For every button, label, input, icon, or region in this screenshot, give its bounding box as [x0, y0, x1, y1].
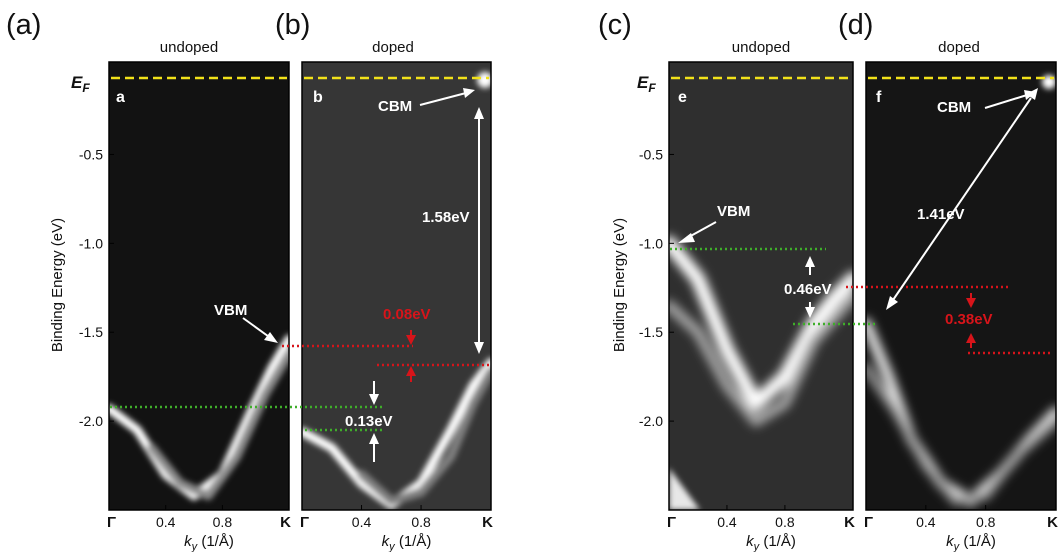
arrow-cbm-b [419, 92, 467, 106]
panel-a-x-tick-label-2: 0.8 [213, 514, 233, 530]
panel-c-x-tick-label-0: Γ [667, 514, 676, 531]
panel-c-bands [669, 236, 853, 427]
panel-a-background [109, 62, 289, 510]
ef-label-right: EF [637, 73, 656, 95]
panel-d-x-tick-label-0: Γ [864, 514, 873, 531]
arrow-vbm-a-head [264, 332, 278, 343]
panel-c-band-2 [669, 291, 853, 427]
panel-a [108, 61, 290, 511]
panel-d-inset-letter: f [876, 89, 882, 106]
panel-b-inset-letter: b [313, 89, 323, 106]
arrow-008-bottom-head [406, 366, 416, 376]
panel-c-x-tick-label-2: 0.8 [775, 514, 795, 530]
panel-a-x-tick-label-3: K [280, 514, 291, 531]
panel-c-y-tick-label-1: -1.0 [639, 235, 663, 251]
panel-a-x-tick-label-1: 0.4 [156, 514, 176, 530]
panel-a-y-tick-label-3: -2.0 [79, 413, 103, 429]
y-axis-label-right: Binding Energy (eV) [611, 218, 628, 352]
panel-d-x-tick-label-3: K [1047, 514, 1058, 531]
annotation-cbm-b: CBM [378, 98, 412, 115]
panel-a-y-tick-label-0: -0.5 [79, 146, 103, 162]
panel-b-x-axis-label: ky (1/Å) [382, 533, 432, 552]
panel-b-x-tick-label-3: K [482, 514, 493, 531]
arrow-141-head-top [1026, 88, 1038, 100]
panel-c-x-tick-label-3: K [844, 514, 855, 531]
panel-b-x-tick-label-1: 0.4 [352, 514, 372, 530]
arrow-046-bottom-head [805, 307, 815, 318]
arrow-158-head-top [474, 107, 484, 119]
panel-c-band-1 [669, 236, 853, 411]
annotation-008ev: 0.08eV [383, 306, 431, 323]
arrow-038-bottom-head [966, 333, 976, 343]
arrow-158-head-bottom [474, 342, 484, 354]
panel-b-x-tick-label-2: 0.8 [411, 514, 431, 530]
panel-c-x-axis-label: ky (1/Å) [746, 533, 796, 552]
arrow-cbm-b-head [463, 88, 475, 98]
arrow-vbm-c-head [678, 233, 695, 243]
panel-d-bands [866, 317, 1056, 507]
arrow-013-bottom-head [369, 433, 379, 444]
panel-c-title: undoped [732, 39, 790, 56]
y-axis-label-left: Binding Energy (eV) [49, 218, 66, 352]
panel-d-x-tick-label-2: 0.8 [976, 514, 996, 530]
annotation-vbm-a: VBM [214, 302, 247, 319]
panel-a-bands [109, 334, 289, 501]
panel-a-y-tick-label-1: -1.0 [79, 235, 103, 251]
panel-d-title: doped [938, 39, 980, 56]
axes-layer: Γ 0.4 0.8 Kky (1/Å) -0.5 -1.0 -1.5 -2.0 Γ 0.4 0.8 K… [79, 146, 1058, 552]
panel-b-bands [302, 357, 491, 510]
arrow-vbm-a [242, 317, 273, 340]
panel-a-x-axis-label: ky (1/Å) [184, 533, 234, 552]
panel-a-frame [108, 61, 290, 511]
arrow-008-top-head [406, 335, 416, 345]
arrow-141-head-bottom [886, 296, 898, 310]
panel-d-x-tick-label-1: 0.4 [916, 514, 936, 530]
panel-c-inset-letter: e [678, 89, 687, 106]
arrow-046-top-head [805, 256, 815, 267]
panel-letter-d: (d) [838, 9, 873, 41]
annotation-158ev: 1.58eV [422, 209, 470, 226]
panel-c-y-tick-label-2: -1.5 [639, 324, 663, 340]
panel-b-title: doped [372, 39, 414, 56]
annotation-141ev: 1.41eV [917, 206, 965, 223]
panel-c-y-tick-label-0: -0.5 [639, 146, 663, 162]
panel-letter-b: (b) [275, 9, 310, 41]
annotation-046ev: 0.46eV [784, 281, 832, 298]
panel-c [668, 61, 854, 511]
panel-b-x-tick-label-0: Γ [300, 514, 309, 531]
arrow-013-top-head [369, 394, 379, 405]
panel-c-y-tick-label-3: -2.0 [639, 413, 663, 429]
arrow-038-top-head [966, 298, 976, 308]
panel-a-inset-letter: a [116, 89, 125, 106]
panel-b-band-2 [357, 366, 491, 506]
panel-a-y-tick-label-2: -1.5 [79, 324, 103, 340]
arrow-cbm-d [984, 94, 1028, 109]
panel-c-corner-glow [669, 468, 700, 510]
arrow-141-line [892, 97, 1032, 301]
panel-a-band-2 [147, 349, 289, 501]
annotation-013ev: 0.13eV [345, 413, 393, 430]
panel-letter-c: (c) [598, 9, 632, 41]
ef-label-left: EF [71, 73, 90, 95]
panel-d-x-axis-label: ky (1/Å) [946, 533, 996, 552]
panel-a-band-1 [109, 334, 289, 501]
panel-d-band-2 [866, 363, 1056, 506]
arrows [242, 88, 1038, 462]
panel-a-x-tick-label-0: Γ [107, 514, 116, 531]
annotation-038ev: 0.38eV [945, 311, 993, 328]
panel-c-x-tick-label-1: 0.4 [717, 514, 737, 530]
panel-b-frame [301, 61, 492, 511]
panel-a-title: undoped [160, 39, 218, 56]
panel-b-cbm-spot [477, 72, 493, 88]
annotation-cbm-d: CBM [937, 99, 971, 116]
annotation-vbm-c: VBM [717, 203, 750, 220]
panel-b [301, 61, 493, 511]
panel-letter-a: (a) [6, 9, 41, 41]
